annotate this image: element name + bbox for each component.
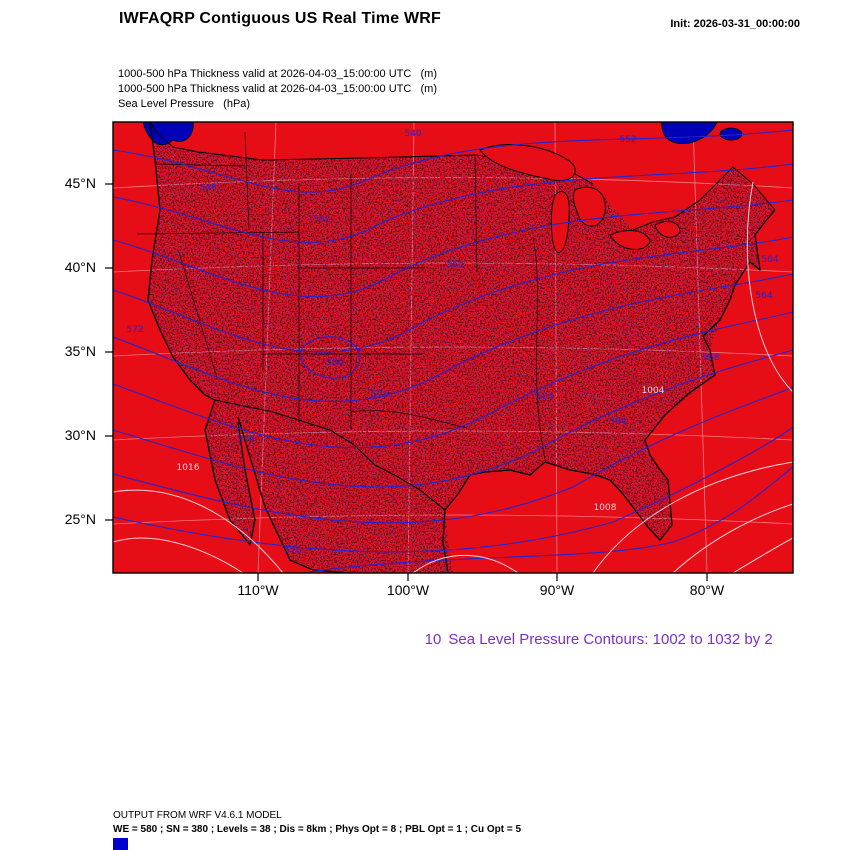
lat-tick-45n: 45°N — [64, 175, 96, 191]
lat-tick-35n: 35°N — [64, 343, 96, 359]
us-mexico-border — [214, 399, 446, 511]
lon-tick-100w: 100°W — [386, 582, 430, 598]
model-version-note: OUTPUT FROM WRF V4.6.1 MODEL — [113, 810, 282, 821]
model-config-note: WE = 580 ; SN = 380 ; Levels = 38 ; Dis … — [113, 824, 522, 835]
thickness-label: 552 — [619, 135, 636, 145]
legend-color-swatch — [113, 838, 128, 850]
slp-contours — [112, 181, 794, 574]
thickness-label: 552 — [313, 215, 330, 225]
lat-tick-30n: 30°N — [64, 427, 96, 443]
subtitle-thickness-2: 1000-500 hPa Thickness valid at 2026-04-… — [118, 83, 437, 95]
slp-label: 1016 — [177, 463, 200, 473]
northeast-water — [660, 121, 718, 145]
thickness-label: 548 — [199, 183, 216, 193]
puget-sound-water — [142, 121, 194, 146]
lake-huron — [572, 186, 606, 227]
thickness-label: 564 — [755, 291, 772, 301]
plot-frame — [112, 121, 794, 574]
thickness-contours — [112, 129, 794, 574]
map-plot-area: 540 548 552 552 560 564 564 568 572 580 … — [105, 121, 794, 581]
lake-ontario — [654, 221, 681, 238]
init-timestamp: Init: 2026-03-31_00:00:00 — [670, 18, 800, 30]
thickness-contour-labels: 540 548 552 552 560 564 564 568 572 580 … — [126, 129, 778, 556]
page-title: IWFAQRP Contiguous US Real Time WRF — [119, 10, 441, 27]
slp-label: 1004 — [642, 386, 665, 396]
lake-michigan — [550, 191, 570, 253]
thickness-label: 576 — [371, 390, 388, 400]
caption-prefix: 10 — [424, 631, 442, 648]
lon-tick-90w: 90°W — [539, 582, 575, 598]
lat-tick-25n: 25°N — [64, 511, 96, 527]
slp-contour-caption: 10 Sea Level Pressure Contours: 1002 to 1… — [408, 614, 773, 665]
subtitle-thickness-1: 1000-500 hPa Thickness valid at 2026-04-… — [118, 68, 437, 80]
water-bodies — [142, 121, 743, 146]
field-subtitles: 1000-500 hPa Thickness valid at 2026-04-… — [118, 67, 437, 112]
slp-contour-labels: 1004 1008 1016 — [177, 386, 665, 513]
great-lakes — [479, 144, 681, 253]
lat-tick-40n: 40°N — [64, 259, 96, 275]
subtitle-slp: Sea Level Pressure (hPa) — [118, 98, 251, 110]
thickness-label: 572 — [126, 325, 143, 335]
slp-label: 1008 — [594, 503, 617, 513]
thickness-label: 576 — [284, 546, 301, 556]
thickness-label: 576 — [237, 435, 254, 445]
state-boundaries — [136, 131, 546, 461]
thickness-label: 584 — [609, 417, 626, 427]
caption-text: Sea Level Pressure Contours: 1002 to 103… — [448, 631, 773, 648]
thickness-label: 580 — [326, 358, 343, 368]
weather-map-svg: 540 548 552 552 560 564 564 568 572 580 … — [105, 121, 794, 581]
thickness-label: 584 — [536, 392, 553, 402]
lon-tick-110w: 110°W — [237, 582, 279, 598]
thickness-label: 560 — [446, 260, 463, 270]
lake-superior — [479, 144, 576, 182]
lake-erie — [609, 230, 651, 250]
thickness-label: 568 — [702, 353, 719, 363]
thickness-label: 540 — [404, 129, 421, 139]
lon-tick-80w: 80°W — [689, 582, 725, 598]
axis-ticks — [105, 183, 708, 581]
thickness-label: 564 — [761, 255, 778, 265]
